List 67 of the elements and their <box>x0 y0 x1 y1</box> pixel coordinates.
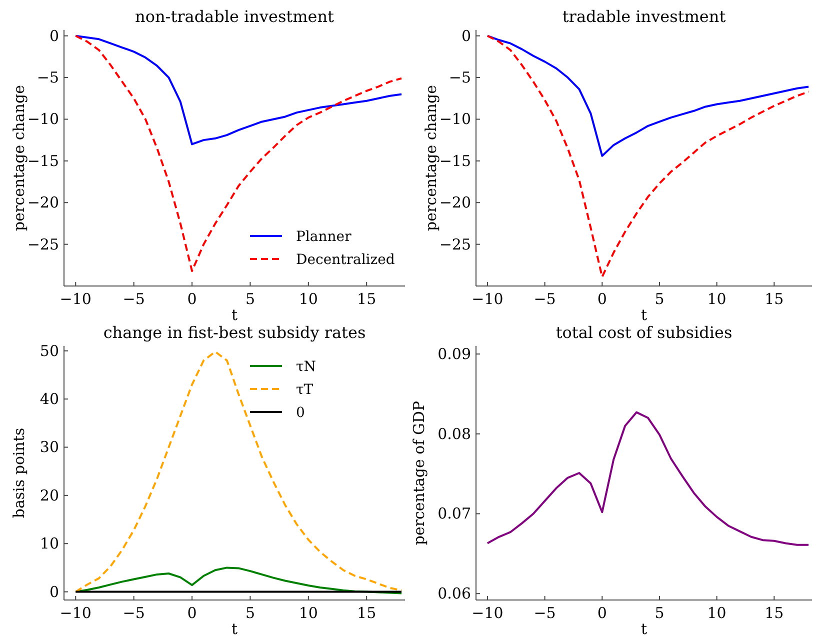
y-tick-label: 0 <box>49 26 59 45</box>
chart-title: total cost of subsidies <box>556 323 732 342</box>
y-tick-label: −25 <box>439 235 471 254</box>
y-tick-label: 30 <box>40 438 59 456</box>
y-tick-label: −5 <box>448 68 471 87</box>
legend-label: 0 <box>296 405 305 421</box>
y-tick-label: 0 <box>49 582 59 601</box>
legend-label: Planner <box>296 229 352 245</box>
x-tick-label: 0 <box>187 290 197 308</box>
y-tick-label: 50 <box>40 342 59 360</box>
line-series <box>74 34 403 146</box>
x-tick-label: −5 <box>534 290 556 308</box>
line-series <box>486 34 810 278</box>
legend-label: Decentralized <box>296 252 395 268</box>
y-axis-title: percentage change <box>422 84 440 231</box>
chart-title: tradable investment <box>562 7 726 26</box>
legend-label: τN <box>296 359 316 375</box>
y-tick-label: −10 <box>27 110 59 128</box>
y-tick-label: 10 <box>40 534 59 553</box>
line-series <box>74 34 403 272</box>
y-axis-title: basis points <box>10 428 28 518</box>
y-tick-label: −20 <box>439 194 471 212</box>
y-tick-label: −25 <box>27 235 59 254</box>
y-tick-label: 40 <box>40 390 59 408</box>
x-tick-label: 15 <box>764 290 784 308</box>
x-tick-label: −5 <box>534 604 556 622</box>
x-tick-label: 0 <box>597 604 607 622</box>
y-axis-title: percentage of GDP <box>410 400 428 546</box>
x-tick-label: −5 <box>122 604 145 622</box>
legend-label: τT <box>296 382 314 398</box>
x-tick-label: 10 <box>707 290 726 308</box>
x-tick-label: 10 <box>298 290 318 308</box>
x-tick-label: 10 <box>298 604 318 622</box>
x-tick-label: 15 <box>764 604 784 622</box>
x-tick-label: 5 <box>654 290 664 308</box>
y-tick-label: −15 <box>27 152 59 170</box>
x-tick-label: 5 <box>654 604 664 622</box>
x-tick-label: 15 <box>357 604 376 622</box>
x-tick-label: −10 <box>472 604 504 622</box>
y-tick-label: 0.08 <box>438 424 471 443</box>
x-axis-title: t <box>640 620 648 636</box>
x-axis-title: t <box>640 306 648 324</box>
x-tick-label: 0 <box>187 604 197 622</box>
y-tick-label: −15 <box>439 152 471 170</box>
y-tick-label: −10 <box>439 110 471 128</box>
y-axis-title: percentage change <box>10 84 28 231</box>
chart-title: non-tradable investment <box>135 7 335 26</box>
y-tick-label: 0.07 <box>438 504 471 523</box>
line-series <box>486 411 810 546</box>
y-tick-label: −5 <box>36 68 59 87</box>
y-tick-label: 0.09 <box>438 344 471 363</box>
y-tick-label: −20 <box>27 194 59 212</box>
y-tick-label: 0.06 <box>438 584 471 603</box>
y-tick-label: 20 <box>40 486 59 504</box>
chart-title: change in fist-best subsidy rates <box>103 323 366 342</box>
x-tick-label: 5 <box>245 290 255 308</box>
x-tick-label: 15 <box>357 290 376 308</box>
x-tick-label: −5 <box>122 290 145 308</box>
x-tick-label: −10 <box>472 290 504 308</box>
line-series <box>486 34 810 157</box>
line-series <box>74 350 403 593</box>
x-tick-label: 5 <box>245 604 255 622</box>
y-tick-label: 0 <box>461 26 471 45</box>
x-tick-label: 0 <box>597 290 607 308</box>
x-tick-label: 10 <box>707 604 726 622</box>
x-axis-title: t <box>231 306 238 324</box>
x-axis-title: t <box>231 620 238 636</box>
